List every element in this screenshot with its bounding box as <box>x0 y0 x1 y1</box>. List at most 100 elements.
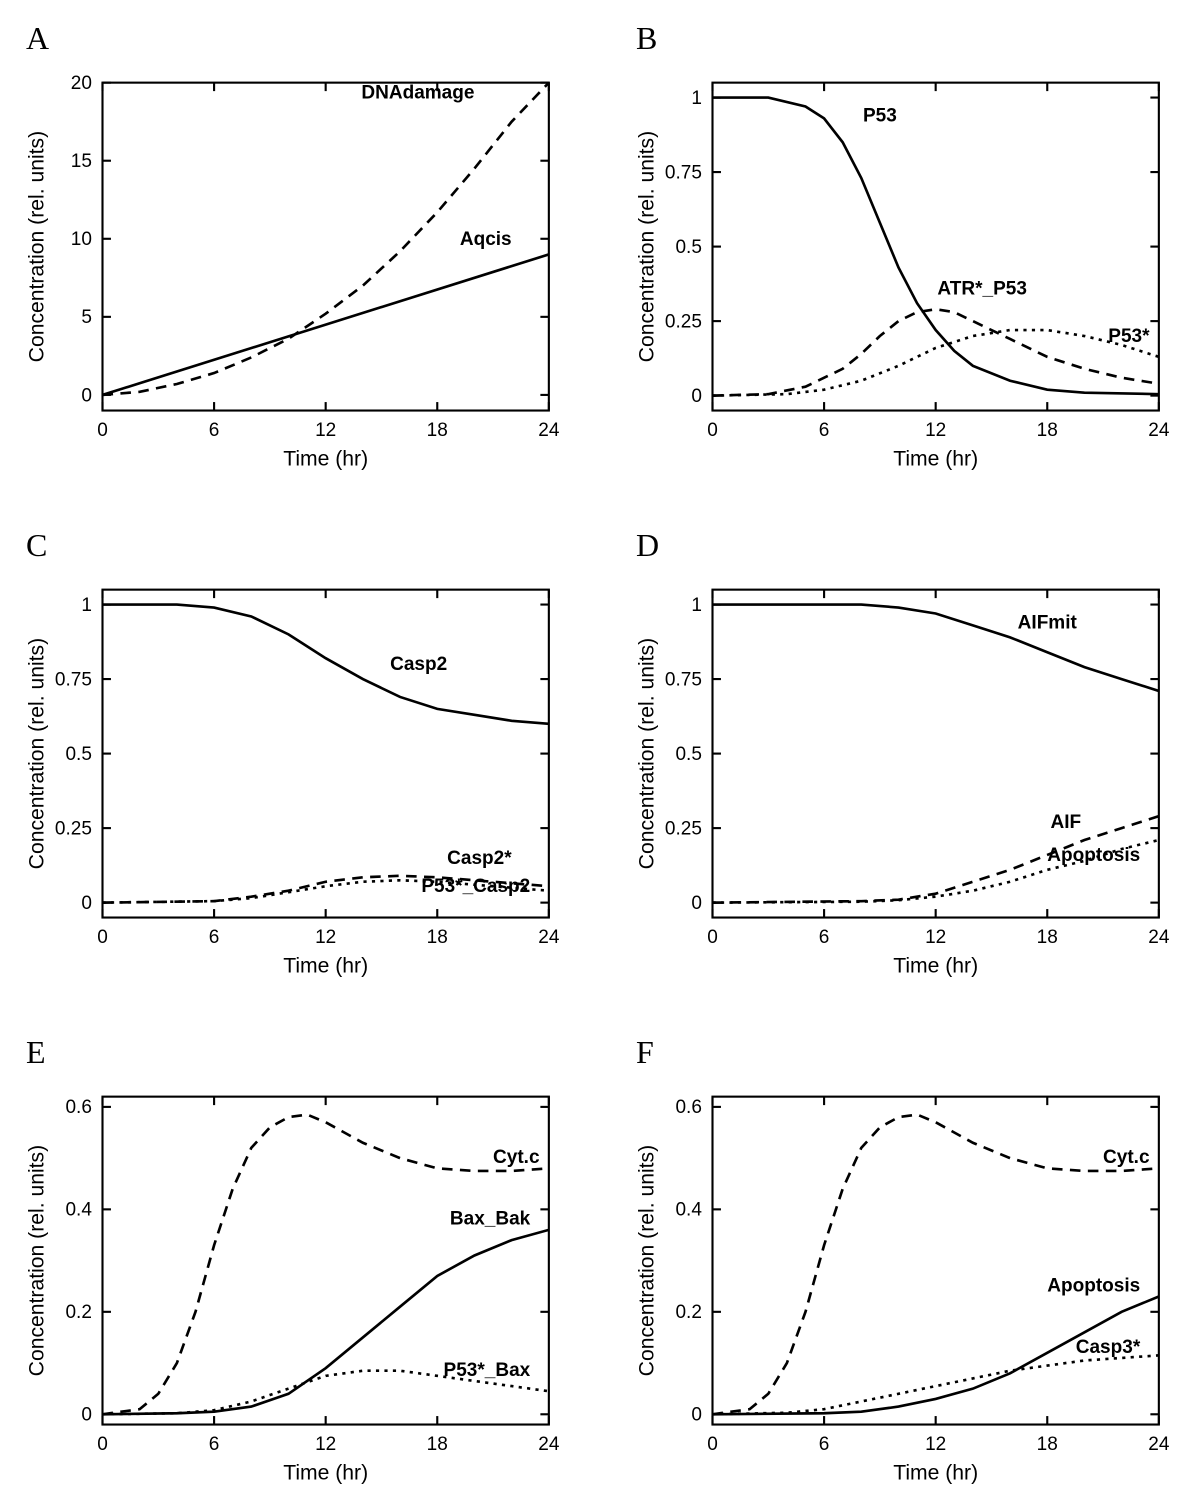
y-tick-label: 10 <box>71 229 92 250</box>
x-tick-label: 12 <box>315 1434 336 1455</box>
y-axis-title: Concentration (rel. units) <box>25 131 48 362</box>
chart-grid: A0612182405101520Time (hr)Concentration … <box>20 20 1180 1450</box>
x-tick-label: 12 <box>925 1434 946 1455</box>
y-tick-label: 0 <box>81 1405 92 1426</box>
panel-C: C0612182400.250.50.751Time (hr)Concentra… <box>20 527 570 994</box>
y-axis-title: Concentration (rel. units) <box>635 1145 658 1376</box>
chart: 0612182400.250.50.751Time (hr)Concentrat… <box>20 566 570 994</box>
x-tick-label: 18 <box>1037 1434 1058 1455</box>
x-tick-label: 0 <box>707 1434 718 1455</box>
panel-label: B <box>636 20 1180 57</box>
series-P53 <box>713 98 1159 395</box>
series-label: Bax_Bak <box>450 1209 531 1230</box>
panel-E: E0612182400.20.40.6Time (hr)Concentratio… <box>20 1034 570 1501</box>
y-tick-label: 0.4 <box>675 1200 702 1221</box>
panel-label: F <box>636 1034 1180 1071</box>
series-label: AIFmit <box>1018 612 1078 633</box>
y-tick-label: 0.5 <box>675 237 701 258</box>
series-Aqcis <box>103 254 549 395</box>
chart-svg: 0612182400.250.50.751Time (hr)Concentrat… <box>630 59 1180 487</box>
x-tick-label: 6 <box>819 420 830 441</box>
y-tick-label: 15 <box>71 151 92 172</box>
y-axis-title: Concentration (rel. units) <box>25 638 48 869</box>
x-tick-label: 12 <box>315 927 336 948</box>
chart: 0612182400.20.40.6Time (hr)Concentration… <box>20 1073 570 1501</box>
x-tick-label: 24 <box>1148 420 1170 441</box>
x-tick-label: 18 <box>1037 927 1058 948</box>
series-label: Casp2* <box>447 848 512 869</box>
series-label: Cyt.c <box>1103 1147 1150 1168</box>
y-tick-label: 0.5 <box>65 744 91 765</box>
panel-F: F 0 6 12 18 24 0 0.2 0.4 0.6 Time (hr) Concentratio… <box>630 1034 1180 1501</box>
chart: 0 6 12 18 24 0 0.2 0.4 0.6 Time (hr) Concentration… <box>630 1073 1180 1501</box>
series-label: Casp3* <box>1076 1337 1141 1358</box>
y-axis-title: Concentration (rel. units) <box>635 131 658 362</box>
x-tick-label: 12 <box>315 420 336 441</box>
series-label: DNAdamage <box>361 82 474 103</box>
series-label: Casp2 <box>390 654 447 675</box>
x-tick-label: 6 <box>209 927 220 948</box>
x-tick-label: 24 <box>538 927 560 948</box>
plot-frame <box>713 1097 1159 1425</box>
x-tick-label: 24 <box>1148 1434 1170 1455</box>
chart-svg: 0612182400.250.50.751Time (hr)Concentrat… <box>630 566 1180 994</box>
y-tick-label: 0.4 <box>65 1200 92 1221</box>
series-label: ATR*_P53 <box>937 278 1026 299</box>
y-tick-label: 0.25 <box>665 819 702 840</box>
x-tick-label: 24 <box>538 1434 560 1455</box>
chart-svg: 0 6 12 18 24 0 0.2 0.4 0.6 Time (hr) Concentration… <box>630 1073 1180 1501</box>
panel-A: A0612182405101520Time (hr)Concentration … <box>20 20 570 487</box>
x-axis-title: Time (hr) <box>893 1462 978 1485</box>
series-P53* <box>713 330 1159 396</box>
x-tick-label: 6 <box>209 420 220 441</box>
series-ATR*_P53 <box>713 309 1159 395</box>
y-tick-label: 0.75 <box>55 669 92 690</box>
x-tick-label: 18 <box>1037 420 1058 441</box>
y-tick-label: 0.75 <box>665 162 702 183</box>
x-tick-label: 0 <box>707 420 718 441</box>
series-label: AIF <box>1051 812 1082 833</box>
y-tick-label: 0.2 <box>675 1302 701 1323</box>
y-tick-label: 0 <box>691 1405 702 1426</box>
panel-label: D <box>636 527 1180 564</box>
series-label: P53*_Bax <box>444 1360 531 1381</box>
x-axis-title: Time (hr) <box>283 448 368 471</box>
y-axis-title: Concentration (rel. units) <box>635 638 658 869</box>
series-Casp2 <box>103 605 549 724</box>
y-tick-label: 0 <box>691 386 702 407</box>
y-axis-title: Concentration (rel. units) <box>25 1145 48 1376</box>
y-tick-label: 5 <box>81 307 92 328</box>
chart-svg: 0612182405101520Time (hr)Concentration (… <box>20 59 570 487</box>
x-axis-title: Time (hr) <box>893 448 978 471</box>
series-AIFmit <box>713 605 1159 691</box>
series-Casp3* <box>713 1355 1159 1414</box>
y-tick-label: 0.25 <box>665 311 702 332</box>
series-label: Cyt.c <box>493 1147 540 1168</box>
x-tick-label: 6 <box>209 1434 220 1455</box>
y-tick-label: 1 <box>691 88 702 109</box>
x-tick-label: 0 <box>97 1434 108 1455</box>
x-tick-label: 6 <box>819 1434 830 1455</box>
y-tick-label: 0.6 <box>675 1097 701 1118</box>
x-tick-label: 18 <box>427 927 448 948</box>
y-tick-label: 0 <box>81 893 92 914</box>
x-tick-label: 0 <box>97 420 108 441</box>
panel-B: B0612182400.250.50.751Time (hr)Concentra… <box>630 20 1180 487</box>
x-axis-title: Time (hr) <box>893 955 978 978</box>
chart: 0612182400.250.50.751Time (hr)Concentrat… <box>630 59 1180 487</box>
x-tick-label: 6 <box>819 927 830 948</box>
x-tick-label: 24 <box>538 420 560 441</box>
series-label: Apoptosis <box>1047 845 1140 866</box>
y-tick-label: 0.25 <box>55 819 92 840</box>
x-axis-title: Time (hr) <box>283 955 368 978</box>
series-label: P53 <box>863 105 897 126</box>
y-tick-label: 0.6 <box>65 1097 91 1118</box>
x-tick-label: 0 <box>707 927 718 948</box>
panel-label: A <box>26 20 570 57</box>
x-axis-title: Time (hr) <box>283 1462 368 1485</box>
plot-frame <box>713 83 1159 411</box>
panel-D: D0612182400.250.50.751Time (hr)Concentra… <box>630 527 1180 994</box>
series-label: Apoptosis <box>1047 1275 1140 1296</box>
series-Bax_Bak <box>103 1230 549 1414</box>
chart-svg: 0612182400.20.40.6Time (hr)Concentration… <box>20 1073 570 1501</box>
